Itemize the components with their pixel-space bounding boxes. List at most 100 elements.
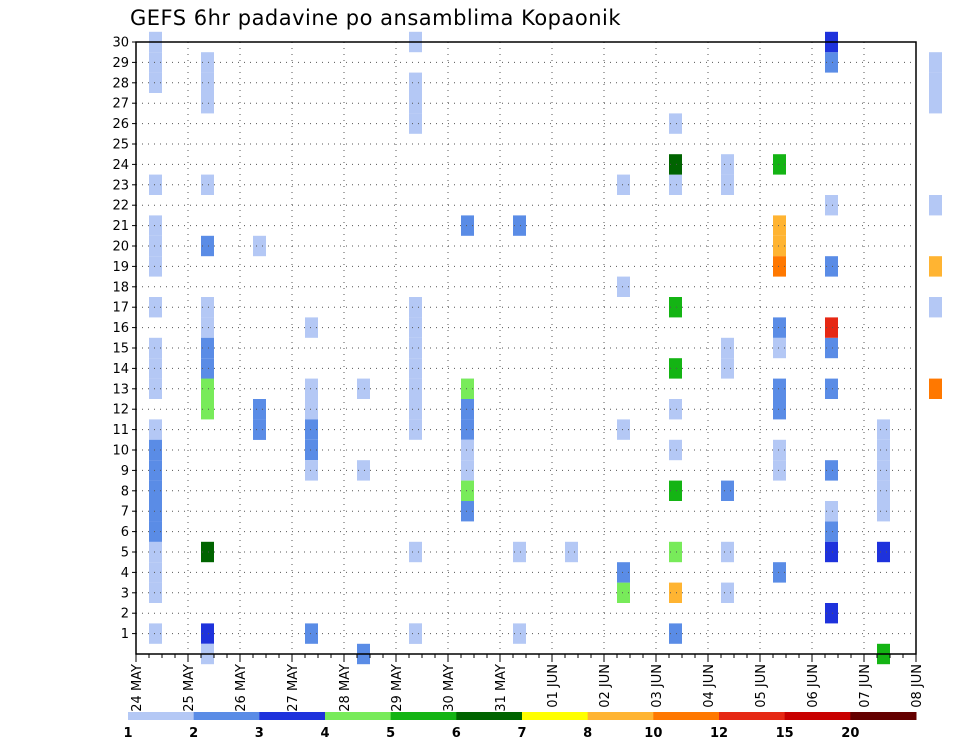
heatmap-cell <box>825 521 838 542</box>
heatmap-cell <box>461 460 474 481</box>
heatmap-cell <box>461 215 474 236</box>
heatmap-cell <box>409 399 422 420</box>
x-tick-label: 30 MAY <box>442 664 457 712</box>
heatmap-cell <box>669 541 682 563</box>
heatmap-cell <box>305 623 318 644</box>
heatmap-cell <box>721 582 734 603</box>
heatmap-cell <box>825 317 838 338</box>
y-tick-label: 30 <box>112 36 129 51</box>
legend-swatch <box>784 712 851 720</box>
heatmap-cell <box>877 419 890 440</box>
x-tick-label: 26 MAY <box>234 664 249 712</box>
heatmap-cell <box>409 113 422 134</box>
legend-swatch <box>587 712 654 720</box>
heatmap-cell <box>149 439 162 461</box>
heatmap-cell <box>149 215 162 236</box>
heatmap-cell <box>201 623 214 644</box>
x-tick-label: 25 MAY <box>182 664 197 712</box>
x-tick-label: 27 MAY <box>286 664 301 712</box>
x-tick-label: 28 MAY <box>338 664 353 712</box>
heatmap-cell <box>825 378 838 399</box>
legend-label: 6 <box>452 726 461 741</box>
heatmap-cell <box>773 317 786 338</box>
heatmap-cell <box>773 460 786 481</box>
x-axis: 24 MAY 25 MAY 26 MAY 27 MAY 28 MAY 29 MAY 30 M… <box>130 654 925 712</box>
heatmap-cell <box>825 541 838 563</box>
heatmap-cell <box>617 562 630 583</box>
y-tick-label: 24 <box>112 158 129 173</box>
heatmap-cell <box>721 480 734 501</box>
chart-title: GEFS 6hr padavine po ansamblima Kopaonik <box>130 6 622 30</box>
heatmap-cell <box>773 439 786 461</box>
heatmap-cell <box>669 439 682 461</box>
heatmap-cell <box>149 460 162 481</box>
legend-swatch <box>522 712 589 720</box>
x-tick-label: 03 JUN <box>650 664 665 708</box>
heatmap-cell <box>929 72 942 93</box>
y-tick-label: 17 <box>112 301 129 316</box>
heatmap-cell <box>305 439 318 461</box>
legend-label: 8 <box>583 726 592 741</box>
y-tick-label: 13 <box>112 382 129 397</box>
heatmap-cell <box>773 378 786 399</box>
heatmap-cell <box>669 297 682 318</box>
heatmap-cell <box>149 623 162 644</box>
heatmap-cell <box>149 72 162 93</box>
x-tick-label: 29 MAY <box>390 664 405 712</box>
x-tick-label: 05 JUN <box>754 664 769 708</box>
y-tick-label: 23 <box>112 178 129 193</box>
y-tick-label: 12 <box>112 403 129 418</box>
y-tick-label: 29 <box>112 56 129 71</box>
legend-swatch <box>850 712 917 720</box>
legend-label: 20 <box>841 726 859 741</box>
legend-label: 5 <box>386 726 395 741</box>
heatmap-cell <box>721 174 734 195</box>
heatmap-cell <box>461 501 474 522</box>
x-tick-label: 04 JUN <box>702 664 717 708</box>
y-tick-label: 28 <box>112 76 129 91</box>
heatmap-cell <box>409 72 422 93</box>
legend-swatch <box>456 712 523 720</box>
heatmap-cell <box>513 215 526 236</box>
heatmap-cell <box>305 399 318 420</box>
y-tick-label: 27 <box>112 97 129 112</box>
legend-swatch <box>325 712 392 720</box>
y-tick-label: 7 <box>121 505 129 520</box>
heatmap-cell <box>825 256 838 277</box>
y-tick-label: 25 <box>112 138 129 153</box>
heatmap-cell <box>409 93 422 114</box>
heatmap-cell <box>149 297 162 318</box>
heatmap-cell <box>929 195 942 216</box>
y-axis: 1234567891011121314151617181920212223242… <box>112 36 136 642</box>
heatmap-cell <box>149 541 162 563</box>
y-tick-label: 21 <box>112 219 129 234</box>
heatmap-cell <box>825 195 838 216</box>
heatmap-cell <box>201 399 214 420</box>
heatmap-cell <box>929 52 942 73</box>
y-tick-label: 11 <box>112 423 129 438</box>
y-tick-label: 10 <box>112 444 129 459</box>
heatmap-cell <box>721 358 734 379</box>
heatmap-cell <box>617 276 630 297</box>
y-tick-label: 18 <box>112 280 129 295</box>
y-tick-label: 2 <box>121 607 129 622</box>
heatmap-cell <box>929 256 942 277</box>
y-tick-label: 8 <box>121 484 129 499</box>
x-tick-label: 08 JUN <box>910 664 925 708</box>
heatmap-cell <box>877 439 890 461</box>
heatmap-cell <box>201 358 214 379</box>
legend-swatch <box>193 712 260 720</box>
heatmap-cell <box>149 256 162 277</box>
heatmap-cell <box>357 460 370 481</box>
heatmap-cell <box>877 501 890 522</box>
heatmap-cell <box>669 623 682 644</box>
heatmap-cell <box>773 154 786 175</box>
x-tick-label: 07 JUN <box>858 664 873 708</box>
heatmap-cell <box>669 358 682 379</box>
x-tick-label: 31 MAY <box>494 664 509 712</box>
legend-label: 4 <box>320 726 329 741</box>
heatmap-cell <box>201 93 214 114</box>
y-tick-label: 6 <box>121 525 129 540</box>
y-tick-label: 20 <box>112 240 129 255</box>
heatmap-cell <box>669 399 682 420</box>
